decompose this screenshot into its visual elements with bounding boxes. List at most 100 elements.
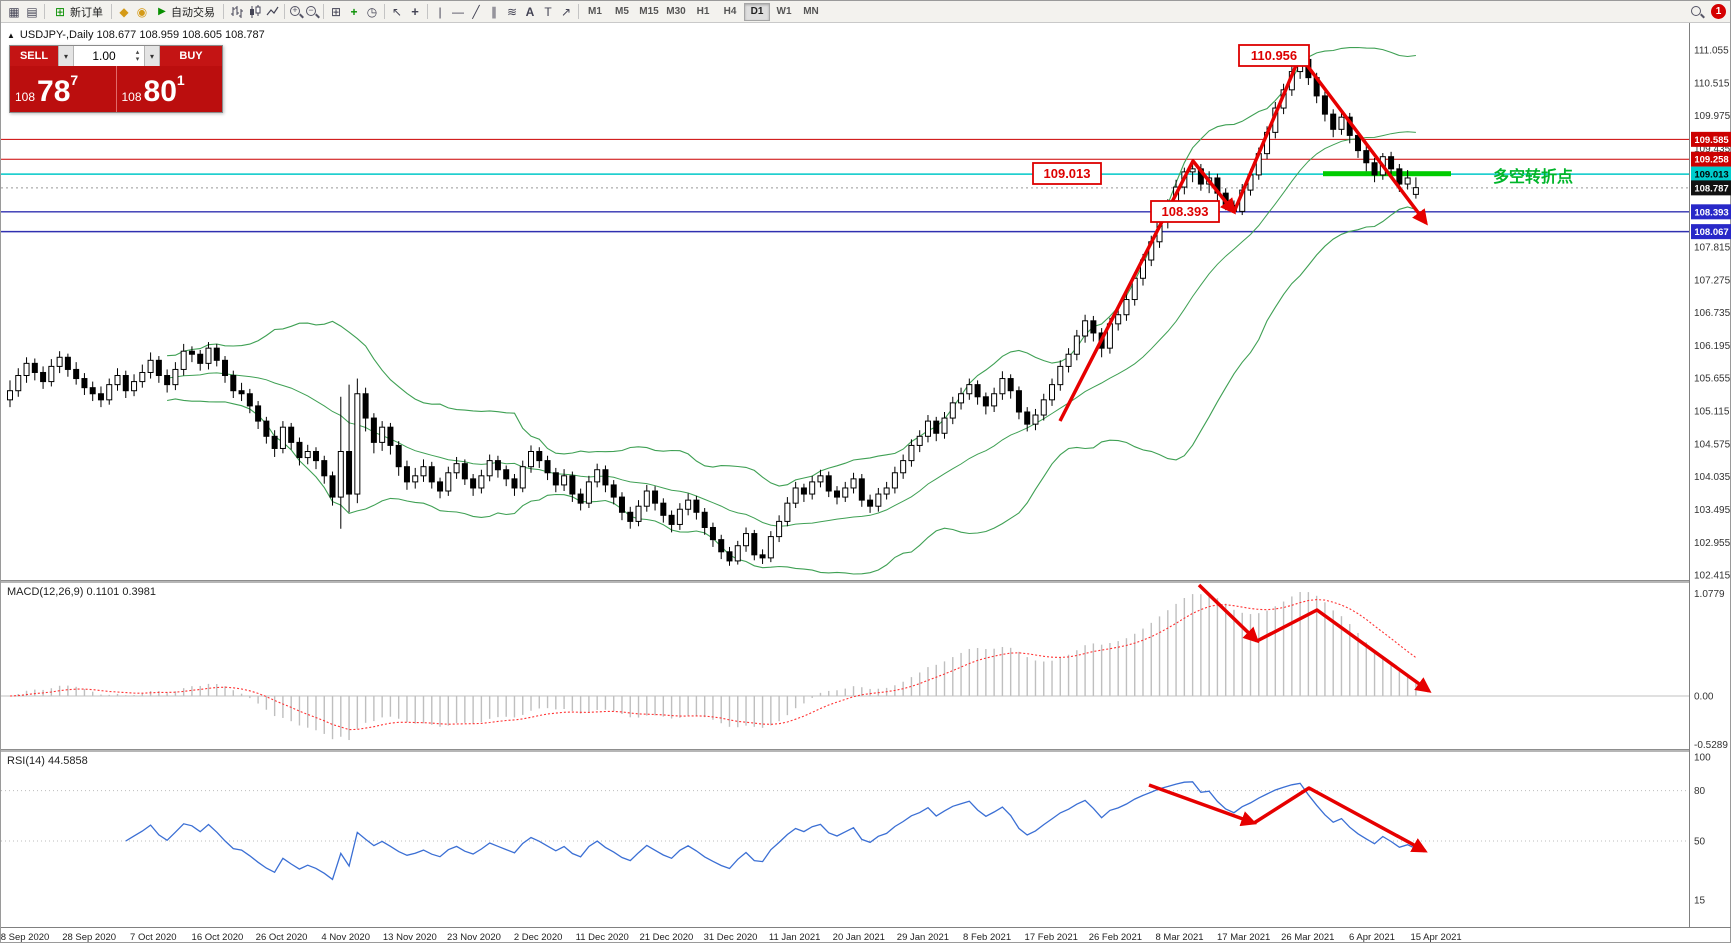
svg-text:100: 100 (1694, 753, 1711, 764)
new-chart-icon[interactable]: ▦ (8, 4, 20, 19)
candlestick-series (7, 55, 1419, 566)
timeframe-w1[interactable]: W1 (776, 6, 792, 17)
timeframe-h1[interactable]: H1 (696, 6, 710, 17)
bollinger-lower-band (166, 206, 1417, 575)
search-icon[interactable] (1689, 4, 1705, 20)
svg-text:109.013: 109.013 (1694, 170, 1728, 181)
price-level-lines (1, 138, 1689, 233)
sell-options-caret[interactable]: ▾ (58, 46, 74, 66)
notification-badge[interactable]: 1 (1711, 4, 1726, 19)
volume-spinner[interactable]: ▴ ▾ (132, 46, 143, 66)
text-tool-icon[interactable]: A (525, 4, 535, 19)
toolbar: ▦ ▤ ⊞ 新订单 ◆ ◉ ▶ 自动交易 + − ⊞ + ◷ ↖ + (1, 1, 1730, 23)
volume-spinner-up-icon[interactable]: ▴ (135, 49, 140, 56)
separator (323, 4, 324, 19)
zoom-in-icon[interactable]: + (288, 4, 304, 20)
svg-text:7 Oct 2020: 7 Oct 2020 (130, 932, 176, 943)
price-axis-border (1689, 23, 1690, 927)
svg-text:102.955: 102.955 (1694, 538, 1731, 549)
svg-text:2 Dec 2020: 2 Dec 2020 (514, 932, 563, 943)
svg-text:8 Feb 2021: 8 Feb 2021 (963, 932, 1011, 943)
autotrading-play-icon: ▶ (158, 6, 166, 17)
profiles-icon[interactable]: ▤ (26, 4, 38, 19)
buy-button[interactable]: BUY (160, 46, 222, 66)
timeframe-m5[interactable]: M5 (615, 6, 629, 17)
price-axis: 111.055110.515109.975109.435108.895108.3… (1691, 46, 1731, 582)
cursor-icon[interactable]: ↖ (391, 4, 403, 19)
svg-text:8 Sep 2020: 8 Sep 2020 (1, 932, 49, 943)
rsi-line (125, 781, 1417, 881)
timeframe-buttons: M1 M5 M15 M30 H1 H4 D1 W1 MN (582, 2, 824, 21)
timeframe-d1[interactable]: D1 (744, 2, 770, 21)
arrow-tool-icon[interactable]: ↗ (560, 4, 572, 19)
buy-price-point: 1 (176, 72, 185, 88)
time-axis-border (1, 927, 1731, 928)
svg-text:109.585: 109.585 (1694, 135, 1729, 146)
tile-windows-icon[interactable]: ⊞ (330, 4, 342, 19)
panel-splitter-macd[interactable] (1, 580, 1689, 583)
panel-splitter-rsi[interactable] (1, 749, 1689, 752)
svg-text:108.067: 108.067 (1694, 227, 1728, 238)
buy-price-figure: 108 (121, 89, 142, 104)
price-callouts: 110.956 109.013 108.393 (1032, 44, 1310, 223)
new-order-button[interactable]: ⊞ 新订单 (48, 3, 108, 21)
svg-text:104.035: 104.035 (1694, 472, 1731, 483)
svg-text:1.0779: 1.0779 (1694, 589, 1725, 600)
bar-chart-icon[interactable] (227, 3, 245, 21)
svg-text:31 Dec 2020: 31 Dec 2020 (704, 932, 758, 943)
symbol-ohlc-text: USDJPY-,Daily 108.677 108.959 108.605 10… (19, 29, 265, 41)
svg-text:6 Apr 2021: 6 Apr 2021 (1349, 932, 1395, 943)
symbol-marker-icon: ▲ (7, 30, 15, 40)
volume-input[interactable] (74, 46, 144, 66)
svg-text:109.975: 109.975 (1694, 111, 1731, 122)
sell-price[interactable]: 108 78 7 (10, 66, 116, 112)
volume-spinner-down-icon[interactable]: ▾ (135, 56, 140, 63)
svg-text:107.815: 107.815 (1694, 242, 1731, 253)
buy-price[interactable]: 108 80 1 (115, 66, 223, 112)
separator (384, 4, 385, 19)
timeframe-m15[interactable]: M15 (639, 6, 659, 17)
autotrading-button[interactable]: ▶ 自动交易 (151, 3, 220, 21)
new-order-icon: ⊞ (54, 4, 66, 19)
clock-icon[interactable]: ◷ (366, 4, 378, 19)
history-center-icon[interactable]: ◉ (136, 4, 148, 19)
trendline-icon[interactable]: ╱ (472, 4, 480, 19)
zoom-out-icon[interactable]: − (304, 4, 320, 20)
toolbar-right-group: 1 (1689, 4, 1726, 20)
macd-histogram (9, 592, 1417, 741)
crosshair-icon[interactable]: + (411, 4, 419, 19)
svg-text:26 Mar 2021: 26 Mar 2021 (1281, 932, 1334, 943)
chart-symbol-ohlc: ▲ USDJPY-,Daily 108.677 108.959 108.605 … (7, 29, 265, 41)
navigator-icon[interactable]: ◆ (119, 4, 129, 19)
svg-text:105.115: 105.115 (1694, 407, 1730, 418)
timeframe-h4[interactable]: H4 (723, 6, 737, 17)
svg-text:104.575: 104.575 (1694, 439, 1731, 450)
svg-text:8 Mar 2021: 8 Mar 2021 (1155, 932, 1203, 943)
svg-text:110.956: 110.956 (1251, 48, 1297, 63)
horizontal-line-icon[interactable]: — (452, 4, 464, 19)
channel-icon[interactable]: ∥ (491, 4, 497, 19)
new-order-label: 新订单 (70, 6, 103, 19)
separator (44, 4, 45, 19)
vertical-line-icon[interactable]: | (438, 4, 442, 19)
candlestick-chart-icon[interactable] (245, 3, 263, 21)
sell-button[interactable]: SELL (10, 46, 58, 66)
separator (284, 4, 285, 19)
label-tool-icon[interactable]: T (544, 4, 552, 19)
svg-text:102.415: 102.415 (1694, 571, 1731, 582)
timeframe-m1[interactable]: M1 (588, 6, 602, 17)
buy-options-caret[interactable]: ▾ (144, 46, 160, 66)
timeframe-m30[interactable]: M30 (666, 6, 686, 17)
bollinger-upper-band (167, 46, 1416, 487)
autotrading-label: 自动交易 (171, 6, 215, 19)
line-chart-icon[interactable] (263, 3, 281, 21)
add-indicator-icon[interactable]: + (350, 4, 358, 19)
separator (111, 4, 112, 19)
svg-text:0.00: 0.00 (1694, 692, 1714, 703)
timeframe-mn[interactable]: MN (803, 6, 819, 17)
separator (578, 4, 579, 19)
svg-text:80: 80 (1694, 786, 1706, 797)
fibonacci-icon[interactable]: ≋ (506, 4, 518, 19)
